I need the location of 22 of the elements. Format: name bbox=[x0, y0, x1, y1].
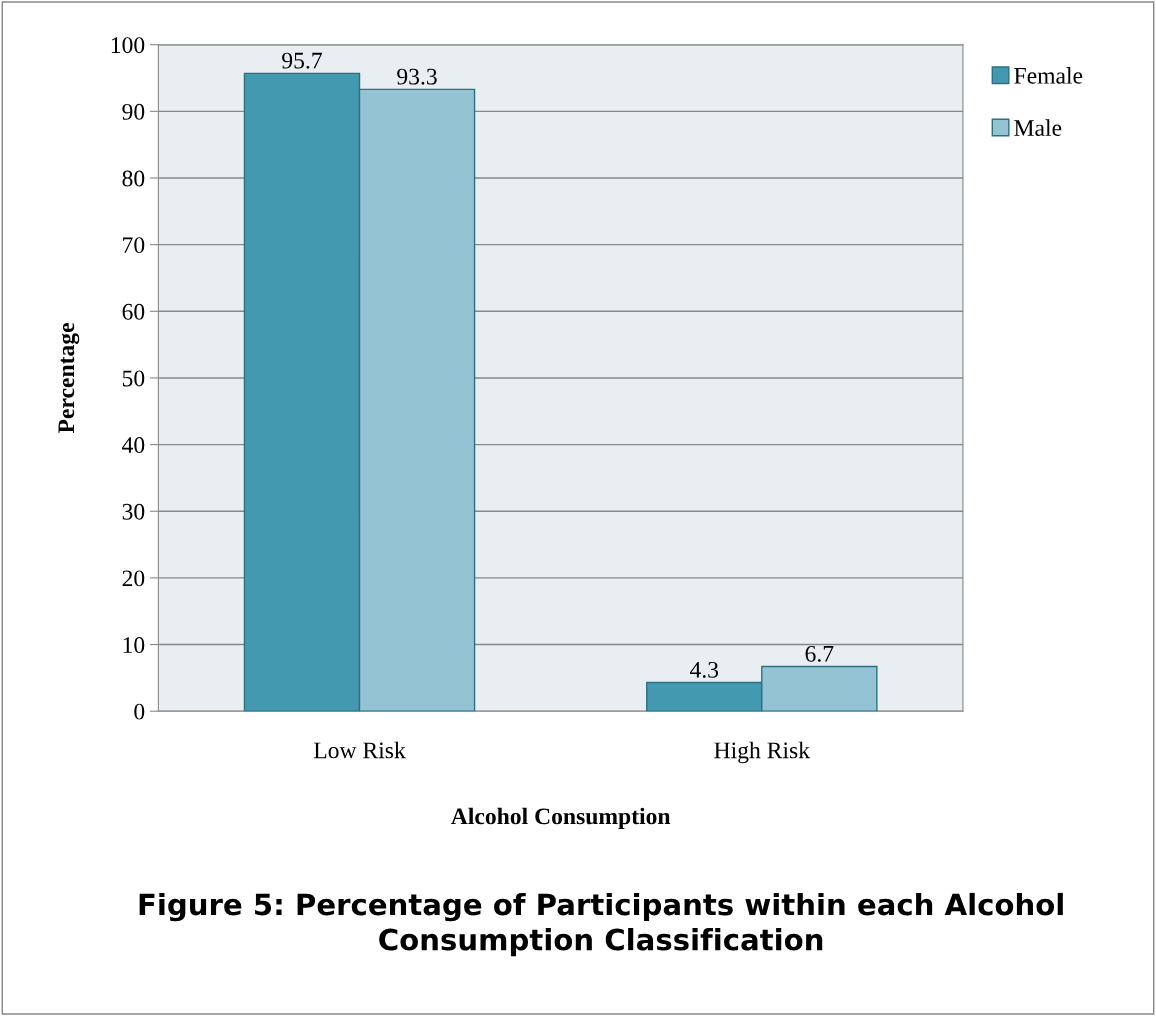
legend-label: Female bbox=[1014, 67, 1083, 84]
y-tick-label: 30 bbox=[122, 503, 145, 520]
y-tick-label: 40 bbox=[122, 437, 145, 454]
x-tick-label: High Risk bbox=[714, 741, 811, 764]
data-label: 93.3 bbox=[397, 68, 437, 85]
x-axis-title: Alcohol Consumption bbox=[451, 807, 671, 830]
y-tick-label: 10 bbox=[123, 637, 145, 653]
y-tick-label: 20 bbox=[122, 570, 145, 587]
y-tick-label: 50 bbox=[122, 370, 145, 387]
y-tick-label: 90 bbox=[122, 103, 145, 120]
x-tick-label: Low Risk bbox=[313, 741, 406, 759]
legend-label: Male bbox=[1014, 119, 1062, 136]
y-tick-label: 0 bbox=[134, 703, 145, 720]
data-label: 95.7 bbox=[282, 52, 322, 69]
data-label: 6.7 bbox=[805, 645, 834, 662]
text: Figure 5: Percentage of Participants within each Alcohol Consumption Classification bbox=[139, 892, 1063, 957]
y-tick-label: 60 bbox=[122, 303, 145, 320]
data-label: 4.3 bbox=[689, 661, 719, 678]
y-tick-label: 100 bbox=[111, 37, 145, 54]
y-axis-title: Percentage bbox=[58, 323, 80, 434]
y-tick-label: 70 bbox=[123, 237, 145, 254]
y-tick-label: 80 bbox=[122, 170, 145, 187]
